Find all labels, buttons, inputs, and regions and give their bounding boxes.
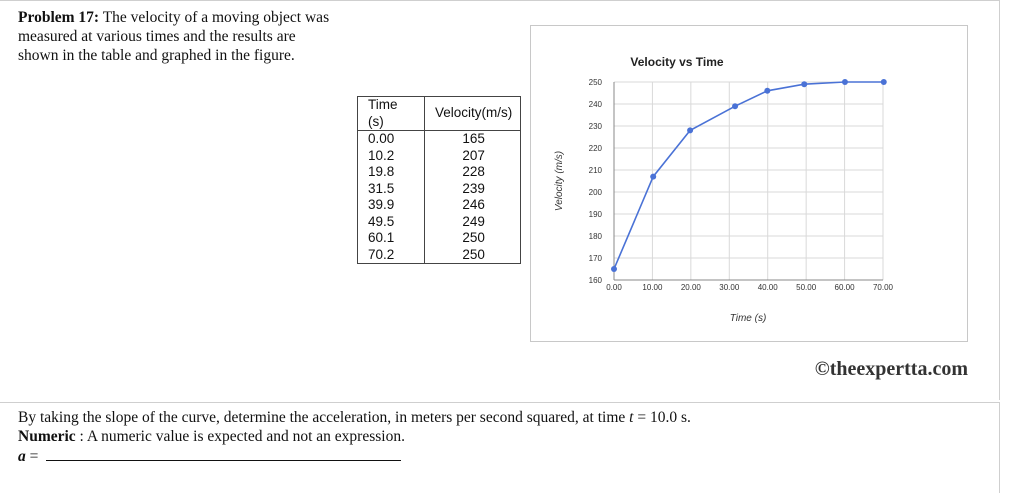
table-cell-time: 60.1 [357,230,425,247]
chart-y-ticks: 160 170 180 190 200 210 220 230 240 250 [589,78,603,285]
x-tick-label: 60.00 [835,283,856,292]
table-header-velocity: Velocity(m/s) [424,96,521,131]
table-row: 70.2 250 [357,246,521,264]
answer-input[interactable] [46,446,402,461]
x-tick-label: 10.00 [642,283,663,292]
table-cell-time: 0.00 [357,130,425,148]
x-tick-label: 40.00 [758,283,779,292]
answer-var: a [18,448,26,465]
table-row: 0.00 165 [357,130,521,148]
table-cell-velocity: 249 [462,213,485,229]
x-tick-label: 0.00 [606,283,622,292]
x-tick-label: 50.00 [796,283,817,292]
table-row: 10.2 207 [357,147,521,164]
table-cell-time: 49.5 [357,213,425,230]
problem-text: The velocity of a moving object was meas… [18,9,330,64]
question-block: By taking the slope of the curve, determ… [18,408,918,466]
question-frame [0,402,1000,493]
problem-statement: Problem 17: The velocity of a moving obj… [18,8,338,65]
velocity-chart: Velocity vs Time Velocity (m/s) Time (s)… [530,25,968,342]
copyright-watermark: ©theexpertta.com [814,358,968,380]
problem-label: Problem 17: [18,9,100,26]
data-point [880,79,887,85]
question-text-before: By taking the slope of the curve, determ… [18,409,626,426]
table-row: 60.1 250 [357,230,521,247]
table-header-row: Time (s) Velocity(m/s) [357,96,521,131]
data-point [611,266,617,272]
y-tick-label: 160 [589,276,603,285]
table-cell-velocity: 207 [462,147,485,163]
chart-xlabel: Time (s) [730,313,767,324]
table-row: 49.5 249 [357,213,521,230]
x-tick-label: 70.00 [873,283,894,292]
y-tick-label: 170 [589,254,603,263]
data-point [764,87,771,94]
answer-row: a = [18,446,918,466]
y-tick-label: 220 [589,144,603,153]
x-tick-label: 30.00 [719,283,740,292]
y-tick-label: 210 [589,166,603,175]
question-text: By taking the slope of the curve, determ… [18,408,918,427]
y-tick-label: 230 [589,122,603,131]
chart-svg: Velocity vs Time Velocity (m/s) Time (s)… [554,55,894,324]
table-header-time: Time (s) [357,96,425,131]
question-var-t: t [629,409,634,426]
y-tick-label: 190 [589,210,603,219]
data-point [732,103,739,110]
answer-eq: = [29,448,39,465]
table-cell-time: 19.8 [357,164,425,181]
y-tick-label: 180 [589,232,603,241]
series-line [613,81,884,270]
problem-frame [0,0,1000,400]
chart-x-ticks: 0.00 10.00 20.00 30.00 40.00 50.00 60.00 70.00 [606,283,893,292]
table-cell-velocity: 250 [462,246,485,262]
data-table: Time (s) Velocity(m/s) 0.00 165 10.2 207 1… [357,96,522,264]
table-cell-velocity: 239 [462,180,485,196]
table-cell-time: 31.5 [357,180,425,197]
chart-series [611,79,887,272]
table-cell-time: 10.2 [357,147,425,164]
numeric-label: Numeric [18,428,76,445]
data-point [841,79,848,85]
x-tick-label: 20.00 [681,283,702,292]
table-row: 39.9 246 [357,197,521,214]
question-text-after: = 10.0 s. [637,409,691,426]
chart-ylabel: Velocity (m/s) [554,151,565,211]
y-tick-label: 240 [589,100,603,109]
y-tick-label: 200 [589,188,603,197]
table-row: 31.5 239 [357,180,521,197]
table-cell-time: 70.2 [357,246,425,264]
table-cell-velocity: 246 [462,197,485,212]
table-cell-velocity: 165 [462,131,485,146]
table-cell-velocity: 228 [462,164,485,179]
chart-grid [613,81,884,281]
data-point [801,81,808,88]
data-point [687,127,694,134]
numeric-note: Numeric : A numeric value is expected an… [18,427,918,446]
table-row: 19.8 228 [357,164,521,181]
table-cell-time: 39.9 [357,197,425,214]
y-tick-label: 250 [589,78,603,87]
table-cell-velocity: 250 [462,230,485,245]
data-point [650,173,657,180]
chart-title: Velocity vs Time [630,55,723,69]
numeric-note-text: : A numeric value is expected and not an… [79,428,405,445]
